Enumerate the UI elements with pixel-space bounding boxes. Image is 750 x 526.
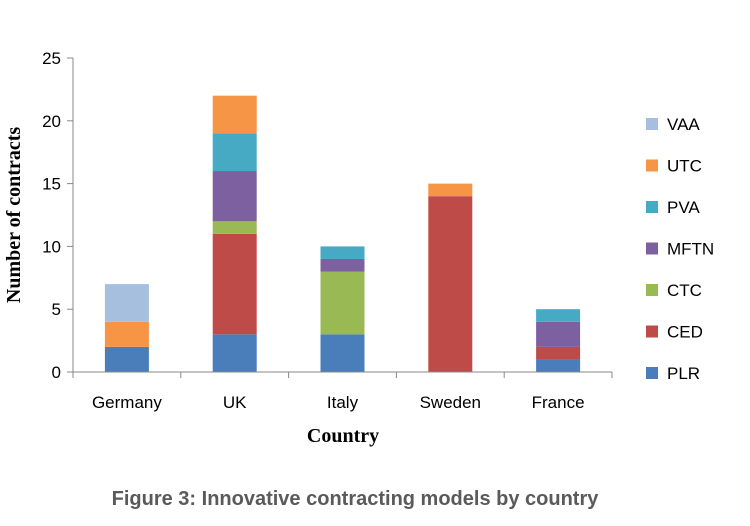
bar-segment-plr xyxy=(212,334,257,372)
y-tick-label: 20 xyxy=(42,112,61,131)
x-axis-ticks: Germany UK Italy Sweden France xyxy=(72,372,613,412)
bar-segment-ced xyxy=(212,233,257,335)
bar-segment-ced xyxy=(536,346,581,360)
legend: VAA UTC PVA MFTN CTC CED PLR xyxy=(646,115,714,383)
legend-swatch xyxy=(646,325,658,338)
bar-segment-utc xyxy=(104,321,149,347)
stacked-bar-chart: 0 5 10 15 20 25 Germany UK Italy Sweden France Co… xyxy=(3,49,714,447)
bar-segment-vaa xyxy=(104,284,149,322)
legend-swatch xyxy=(646,201,658,213)
legend-swatch xyxy=(646,367,658,379)
bar-segment-ctc xyxy=(320,271,365,335)
bar-segment-utc xyxy=(428,183,473,197)
legend-swatch xyxy=(646,242,658,255)
legend-label: PLR xyxy=(667,364,700,383)
y-tick-label: 5 xyxy=(52,300,61,319)
x-tick-label: France xyxy=(532,393,585,412)
x-tick-label: UK xyxy=(223,393,247,412)
y-axis-ticks: 0 5 10 15 20 25 xyxy=(42,49,73,382)
bar-segment-pva xyxy=(536,309,581,322)
legend-label: MFTN xyxy=(667,240,714,259)
legend-label: PVA xyxy=(667,198,700,217)
y-tick-label: 10 xyxy=(42,237,61,256)
bar-segment-mftn xyxy=(536,321,581,347)
legend-label: CTC xyxy=(667,281,702,300)
legend-label: UTC xyxy=(667,157,702,176)
legend-swatch xyxy=(646,284,658,296)
x-axis-title: Country xyxy=(307,425,379,447)
bar-segment-plr xyxy=(104,346,149,372)
x-tick-label: Sweden xyxy=(420,393,481,412)
bars xyxy=(104,95,581,372)
legend-swatch xyxy=(646,118,658,130)
x-tick-label: Italy xyxy=(327,393,359,412)
legend-label: CED xyxy=(667,323,703,342)
bar-segment-ced xyxy=(428,196,473,372)
figure-caption: Figure 3: Innovative contracting models … xyxy=(111,488,599,510)
bar-segment-mftn xyxy=(320,258,365,272)
bar-segment-pva xyxy=(320,246,365,259)
y-tick-label: 0 xyxy=(52,363,61,382)
bar-segment-plr xyxy=(320,334,365,372)
x-tick-label: Germany xyxy=(92,393,162,412)
legend-swatch xyxy=(646,159,658,172)
bar-segment-ctc xyxy=(212,221,257,234)
bar-segment-mftn xyxy=(212,171,257,222)
bar-segment-pva xyxy=(212,133,257,172)
y-tick-label: 25 xyxy=(42,49,61,68)
bar-segment-utc xyxy=(212,95,257,134)
y-tick-label: 15 xyxy=(42,175,61,194)
bar-segment-plr xyxy=(536,359,581,372)
legend-label: VAA xyxy=(667,115,700,134)
y-axis-title: Number of contracts xyxy=(3,127,25,303)
